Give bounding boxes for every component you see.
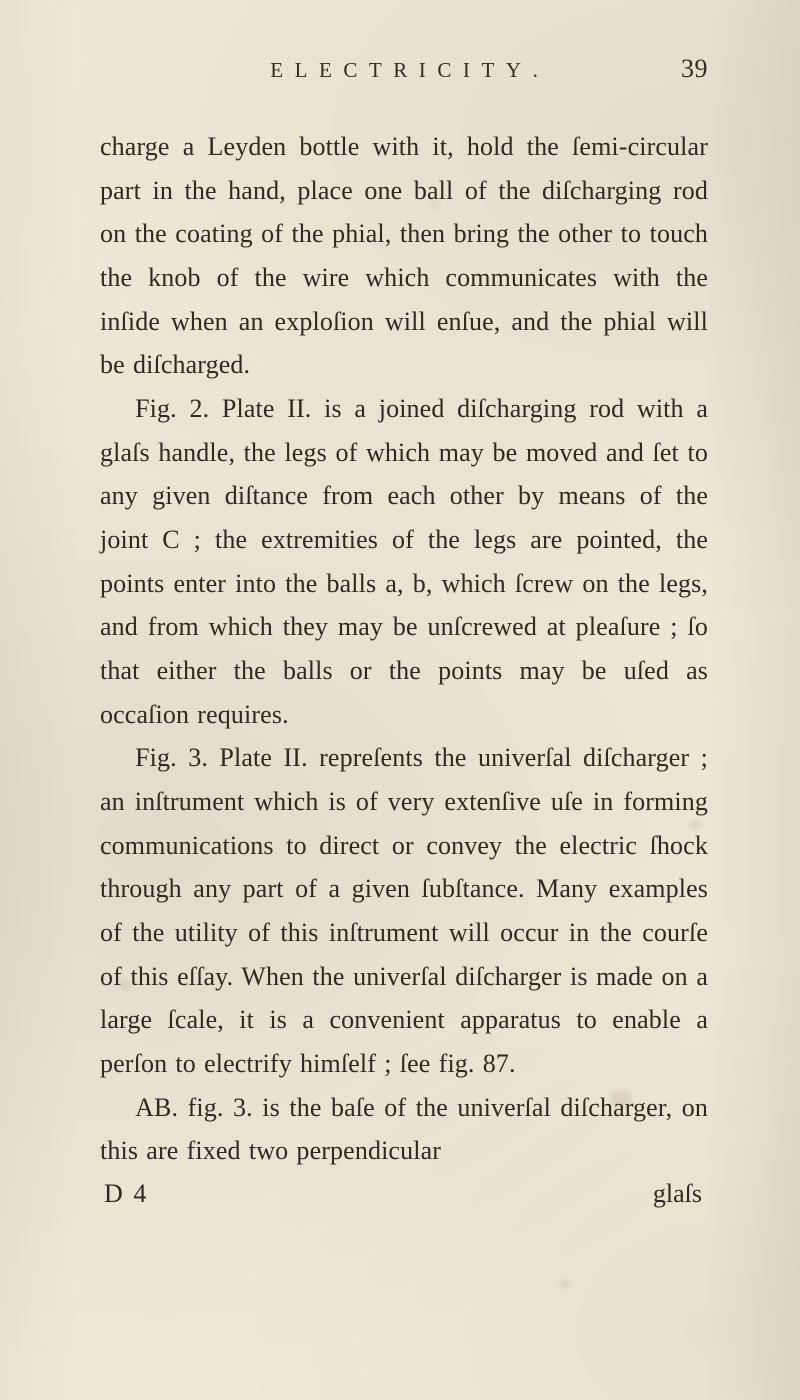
body-text: charge a Leyden bottle with it, hold the…: [100, 125, 708, 1173]
catch-line: D 4 glaſs: [100, 1179, 708, 1209]
signature-mark: D 4: [104, 1179, 149, 1209]
running-title: ELECTRICITY.: [270, 58, 538, 83]
paragraph: Fig. 2. Plate II. is a joined diſchargin…: [100, 387, 708, 736]
page-number: 39: [681, 54, 708, 84]
running-head: ELECTRICITY. 39: [100, 58, 708, 83]
scanned-page: ELECTRICITY. 39 charge a Leyden bottle w…: [0, 0, 800, 1400]
paragraph: AB. fig. 3. is the baſe of the univerſal…: [100, 1086, 708, 1173]
paper-foxing: [560, 1280, 570, 1288]
paragraph: charge a Leyden bottle with it, hold the…: [100, 125, 708, 387]
catchword: glaſs: [653, 1179, 702, 1209]
paragraph: Fig. 3. Plate II. repreſents the univerſ…: [100, 736, 708, 1085]
